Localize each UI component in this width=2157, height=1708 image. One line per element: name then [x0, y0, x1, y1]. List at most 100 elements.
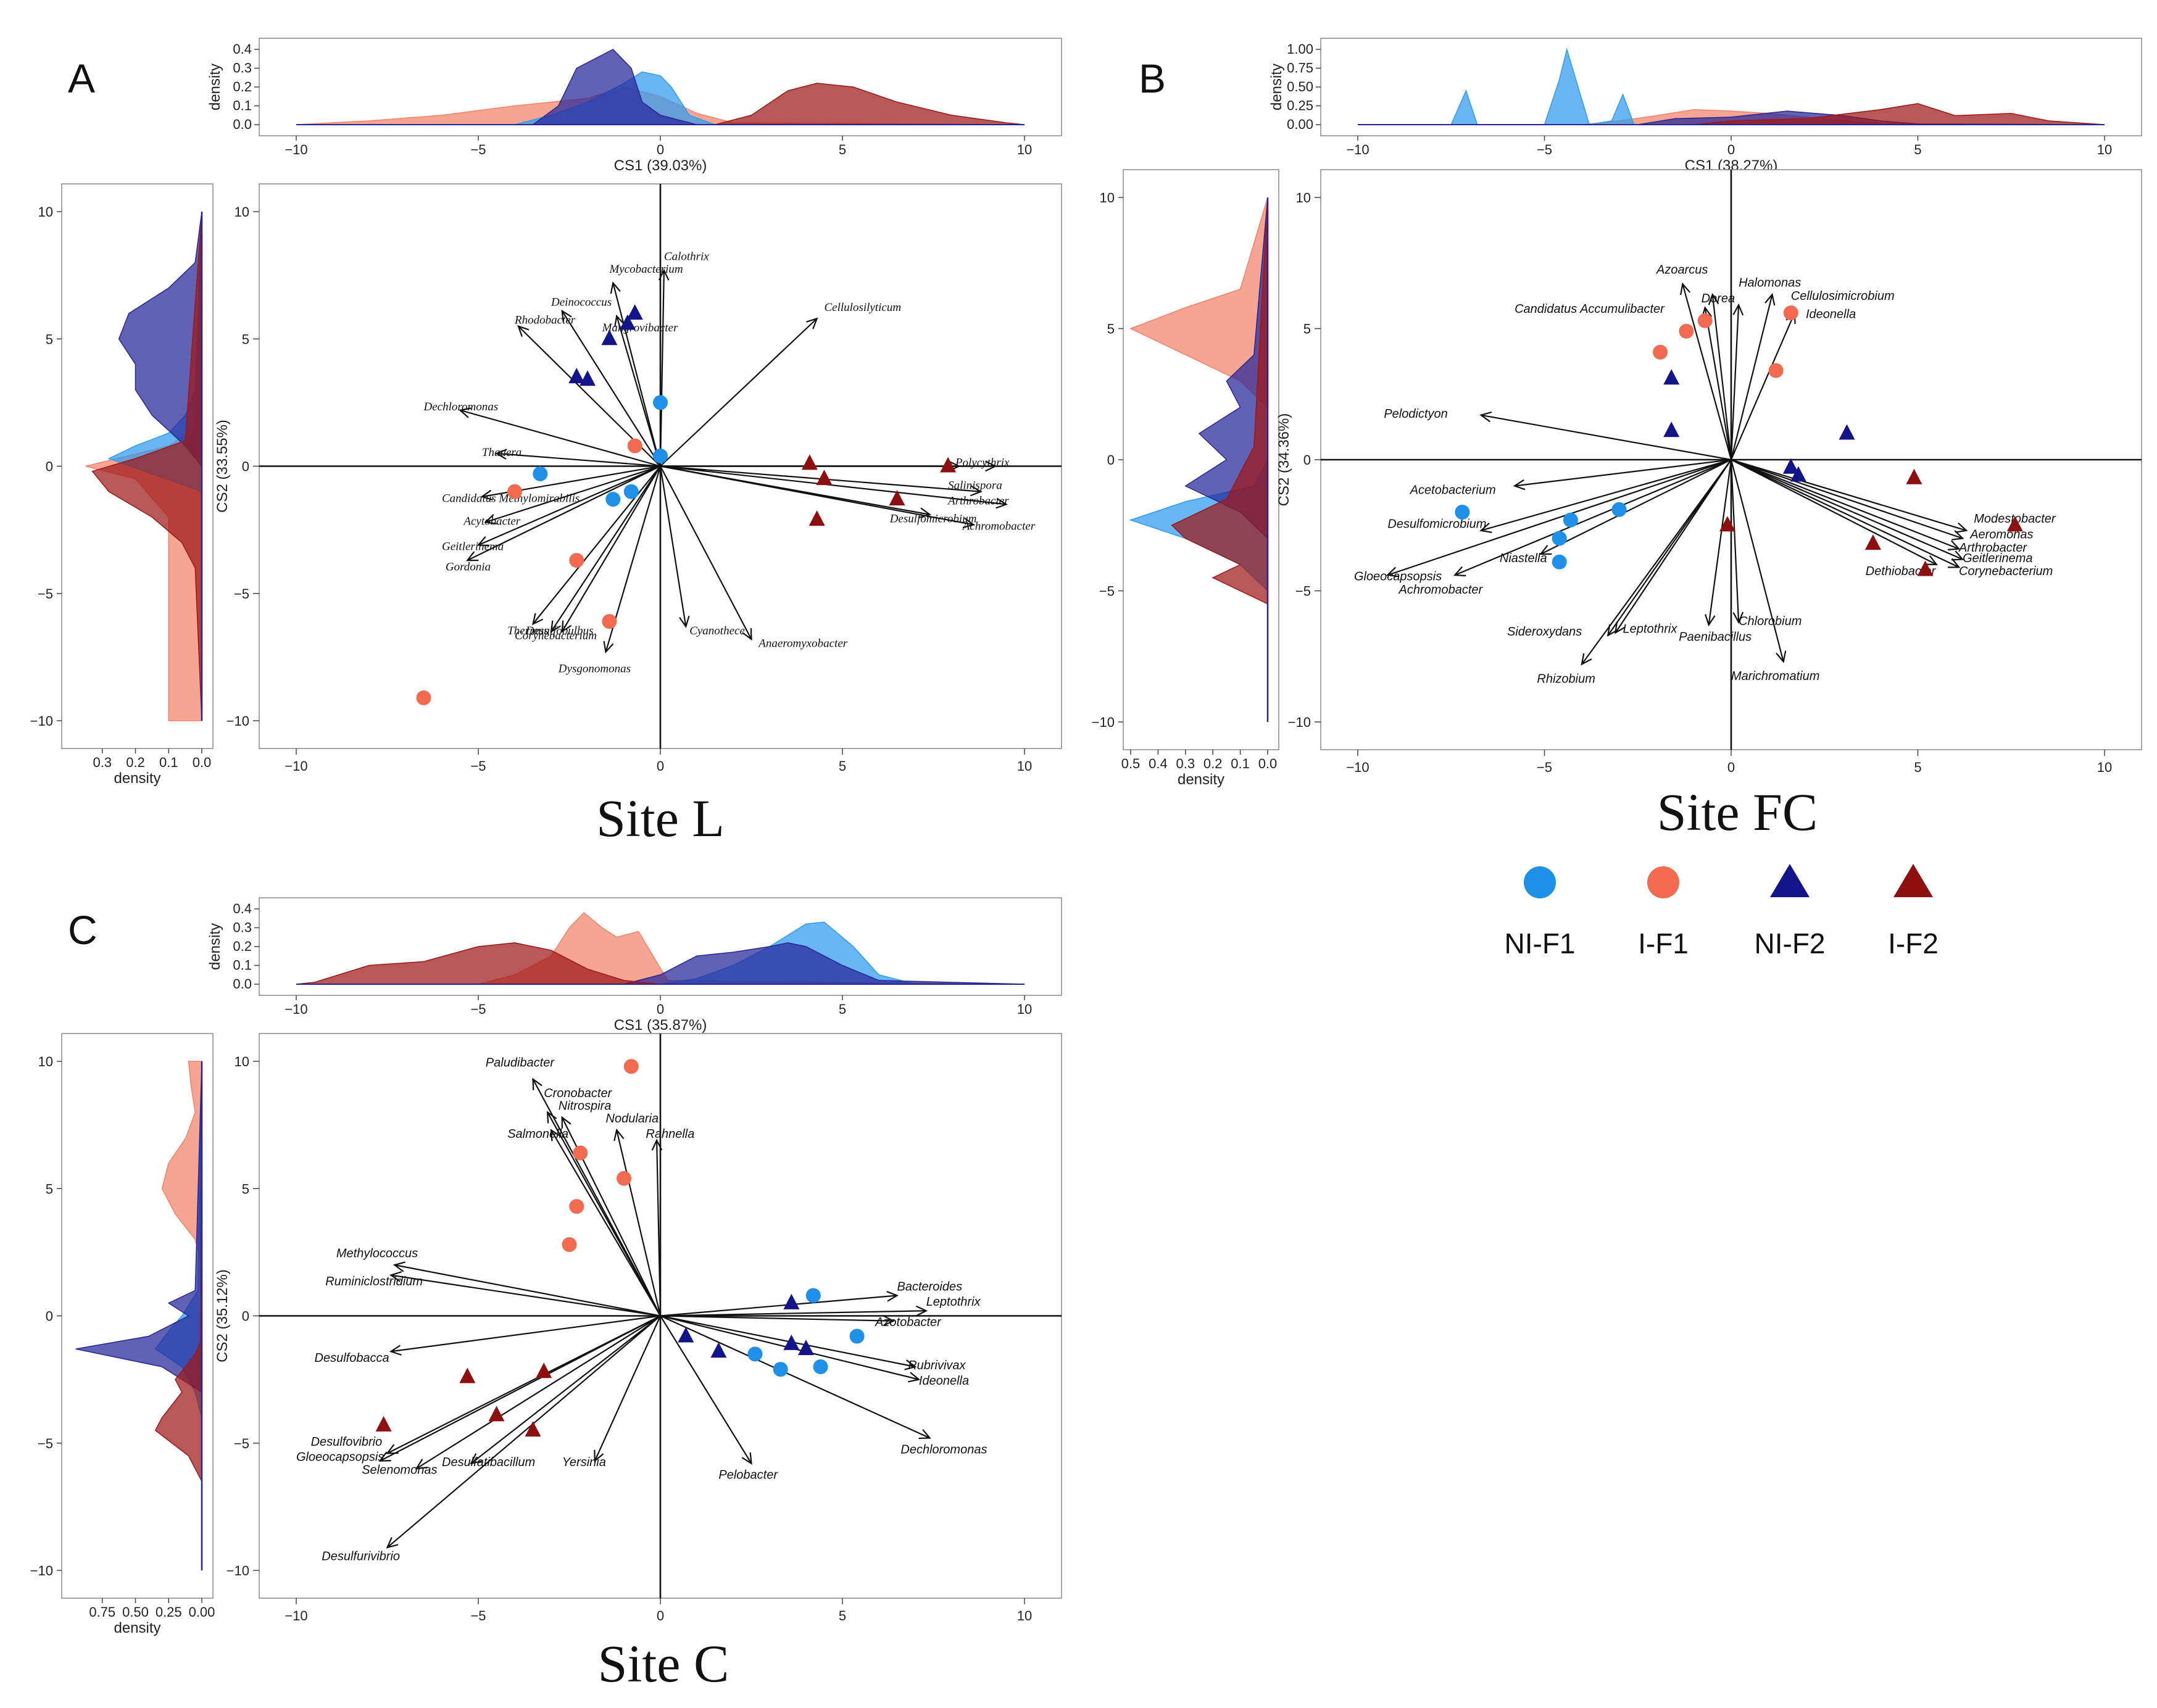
panel-c-point-ni-f2 — [798, 1340, 814, 1356]
panel-a-top-density-label: density — [207, 64, 223, 110]
panel-b-vector-label: Rhizobium — [1537, 672, 1595, 686]
panel-b-left-density: −10 −5 0 5 10 0.5 0.4 0.3 0.2 0.1 0.0 density — [1092, 169, 1279, 788]
panel-b-top-density-ytick-label: 0.00 — [1287, 117, 1313, 132]
panel-a-point-i-f1 — [416, 690, 431, 705]
panel-b-left-density-label: density — [1178, 771, 1224, 788]
panel-c-vector-arrowhead — [386, 1536, 399, 1549]
panel-c-point-ni-f2 — [783, 1334, 800, 1350]
panel-b-vector-label: Paenibacillus — [1679, 630, 1752, 644]
panel-a-point-i-f1 — [569, 553, 584, 568]
panel-b-vector-arrow — [1607, 459, 1732, 636]
panel-c-vector-label: Rubrivivax — [908, 1359, 966, 1372]
panel-b-vector-label: Niastella — [1500, 552, 1547, 565]
panel-a-ytick-label: 5 — [242, 331, 249, 347]
legend-label-ni-f1: NI-F1 — [1505, 927, 1576, 960]
panel-b-vector-arrow — [1708, 459, 1732, 625]
panel-c-vector-arrowhead — [918, 1428, 931, 1440]
panel-a-vector-arrow — [659, 466, 687, 627]
panel-c-vector-arrowhead — [594, 1449, 604, 1462]
panel-a-point-i-f1 — [602, 614, 617, 629]
panel-a-top-density-xtick-label: −5 — [470, 142, 486, 157]
panel-a-vector-label: Calothrix — [664, 250, 709, 263]
panel-b-vector-arrowhead — [1764, 292, 1776, 306]
panel-c-vector-label: Selenomonas — [362, 1463, 437, 1477]
panel-a-left-density-label: density — [114, 770, 160, 787]
panel-b-vector-label: Aeromonas — [1969, 528, 2033, 542]
panel-a-point-i-f2 — [940, 457, 957, 473]
panel-b-vector-arrowhead — [1680, 282, 1691, 296]
panel-c: C 0.0 0.1 0.2 0.3 0.4 −10 −5 0 5 10 CS1 (35.87%) de… — [30, 897, 1062, 1693]
panel-c-vector-arrow — [391, 1274, 661, 1317]
panel-a-vector-arrow — [660, 465, 752, 640]
panel-b-vector-arrowhead — [1479, 522, 1492, 533]
panel-c-vector-label: Nodularia — [606, 1112, 659, 1126]
panel-a-point-i-f1 — [507, 484, 522, 499]
panel-a-point-ni-f1 — [533, 466, 548, 481]
panel-a-point-i-f2 — [889, 490, 905, 506]
panel-a-vector-arrowhead — [459, 407, 472, 418]
panel-a-point-i-f1 — [627, 438, 642, 454]
panel-c-vector-arrow — [391, 1315, 661, 1353]
panel-b-biplot: −10 −5 0 5 10 −10 −5 0 5 10 CS2 (34.36%) Azoarcus Ha… — [1276, 169, 2142, 775]
panel-b-site-title: Site FC — [1657, 782, 1818, 842]
panel-c-vector-label: Yersinia — [562, 1456, 606, 1469]
panel-b-label: B — [1139, 56, 1166, 101]
panel-a-ylabel: CS2 (33.55%) — [214, 420, 231, 513]
panel-a-point-ni-f1 — [653, 395, 668, 410]
panel-b-point-ni-f1 — [1563, 512, 1578, 528]
panel-b-vector-label: Desulfomicrobium — [1387, 518, 1486, 531]
panel-a-ytick-label: 0 — [242, 459, 249, 475]
panel-a-vector-arrowhead — [466, 551, 479, 562]
panel-a-vector-arrow — [551, 465, 661, 632]
panel-a-site-title: Site L — [596, 789, 725, 848]
panel-c-vector-arrowhead — [883, 1315, 896, 1327]
panel-b-point-ni-f1 — [1611, 502, 1627, 517]
panel-b-ylabel: CS2 (34.36%) — [1276, 413, 1292, 507]
panel-c-vector-label: Dechloromonas — [900, 1443, 987, 1456]
panel-b-left-density-ytick-label: −5 — [1099, 584, 1115, 599]
panel-c-vector-arrow — [380, 1315, 661, 1462]
panel-c-vector-label: Cronobacter — [544, 1087, 612, 1100]
panel-a-point-ni-f2 — [568, 368, 585, 384]
panel-c-vector-arrow — [660, 1315, 894, 1322]
panel-b-vector-arrow — [1682, 283, 1732, 460]
panel-c-left-density-xtick-label: 0.50 — [122, 1604, 149, 1620]
panel-a-vector-arrowhead — [517, 325, 530, 337]
panel-c-vector-arrow — [660, 1315, 916, 1368]
panel-b-vector-arrow — [1540, 459, 1732, 555]
panel-b-vector-arrow — [1581, 459, 1732, 665]
panel-a-vector-arrowhead — [531, 613, 544, 626]
panel-b-vector-arrowhead — [1732, 611, 1744, 624]
panel-b-top-density-xtick-label: 5 — [1914, 142, 1921, 157]
panel-b-vector-label: Acetobacterium — [1410, 483, 1496, 497]
panel-c-point-i-f2 — [525, 1421, 541, 1437]
panel-b-vector-arrowhead — [1581, 653, 1592, 666]
panel-c-vector-arrow — [616, 1130, 662, 1316]
panel-a-top-density-i-f2 — [296, 83, 1025, 125]
panel-c-top-density-ytick-label: 0.2 — [233, 939, 252, 954]
panel-b-vector-label: Dorea — [1702, 292, 1735, 305]
panel-b-vector-label: Ideonella — [1806, 308, 1856, 321]
legend-label-i-f1: I-F1 — [1638, 927, 1689, 960]
panel-c-left-density-xtick-label: 0.25 — [156, 1604, 182, 1620]
panel-c-vector-arrowhead — [415, 1459, 428, 1470]
panel-a-vector-arrow — [612, 283, 662, 466]
panel-b-vector-arrowhead — [1539, 545, 1552, 555]
panel-c-ytick-label: −5 — [234, 1436, 249, 1451]
panel-b-vector-label: Halomonas — [1739, 276, 1801, 290]
panel-c-top-density-ytick-label: 0.4 — [233, 901, 252, 916]
panel-b-vector-arrowhead — [1705, 614, 1716, 627]
panel-c-top-density: 0.0 0.1 0.2 0.3 0.4 −10 −5 0 5 10 CS1 (35.87%) dens… — [207, 897, 1062, 1034]
panel-c-left-density-ytick-label: −5 — [38, 1436, 53, 1451]
panel-a-vector-arrowhead — [561, 620, 572, 633]
panel-b-vector-label: Geitlerinema — [1963, 552, 2032, 565]
panel-c-vector-label: Salmonella — [507, 1127, 568, 1141]
panel-c-vector-arrowhead — [904, 1359, 917, 1370]
panel-b-left-density-ytick-label: 5 — [1107, 321, 1115, 337]
panel-a-vector-arrow — [660, 318, 818, 467]
panel-a-xlabel: CS1 (39.03%) — [614, 157, 707, 174]
panel-c-left-density-i-f2 — [154, 1061, 202, 1570]
panel-a-vector-label: Thermus — [507, 624, 549, 637]
